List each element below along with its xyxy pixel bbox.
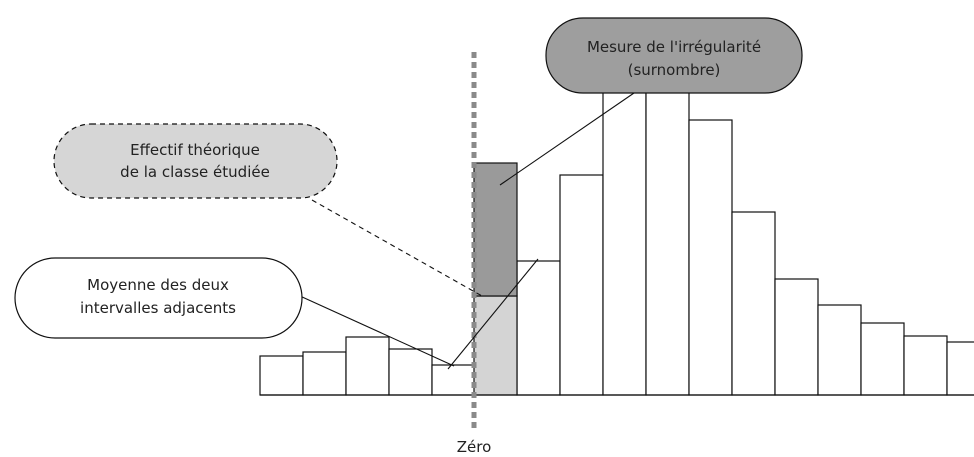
histogram-bar-before-4 (388, 348, 433, 396)
histogram-bar-before-3 (345, 336, 390, 396)
histogram-bar-after-2 (559, 174, 604, 396)
histogram-bar-after-11 (946, 341, 974, 396)
histogram-bar-after-3 (602, 89, 647, 396)
histogram-bar-before-1 (259, 355, 304, 396)
callout-theoretical (53, 123, 338, 199)
histogram-bar-after-4 (645, 89, 690, 396)
histogram-bar-after-1 (516, 260, 561, 396)
callout-irregularity-line1: Mesure de l'irrégularité (587, 38, 761, 56)
callout-irregularity-line2: (surnombre) (628, 61, 721, 79)
leader-line-irregularity (499, 92, 635, 186)
histogram-bar-after-7 (774, 278, 819, 396)
histogram-bars (259, 89, 974, 396)
leader-line-theoretical (311, 199, 483, 297)
studied-class-theoretical-segment (473, 295, 518, 396)
histogram-bar-after-10 (903, 335, 948, 396)
histogram-bar-before-5 (431, 364, 476, 396)
studied-class-excess-segment (473, 162, 518, 297)
callout-irregularity (545, 17, 803, 94)
histogram-bar-after-6 (731, 211, 776, 396)
leader-line-mean-diagonal (447, 258, 539, 370)
histogram-bar-after-5 (688, 119, 733, 396)
callout-theoretical-line2: de la classe étudiée (120, 163, 270, 181)
zero-label: Zéro (457, 438, 492, 456)
callout-mean-line1: Moyenne des deux (87, 276, 229, 294)
histogram-bar-after-8 (817, 304, 862, 396)
histogram-bar-after-9 (860, 322, 905, 396)
leader-line-mean-box (299, 295, 455, 367)
histogram-bar-before-2 (302, 351, 347, 396)
callout-mean (14, 257, 303, 339)
callout-mean-line2: intervalles adjacents (80, 299, 236, 317)
callout-theoretical-line1: Effectif théorique (130, 141, 260, 159)
